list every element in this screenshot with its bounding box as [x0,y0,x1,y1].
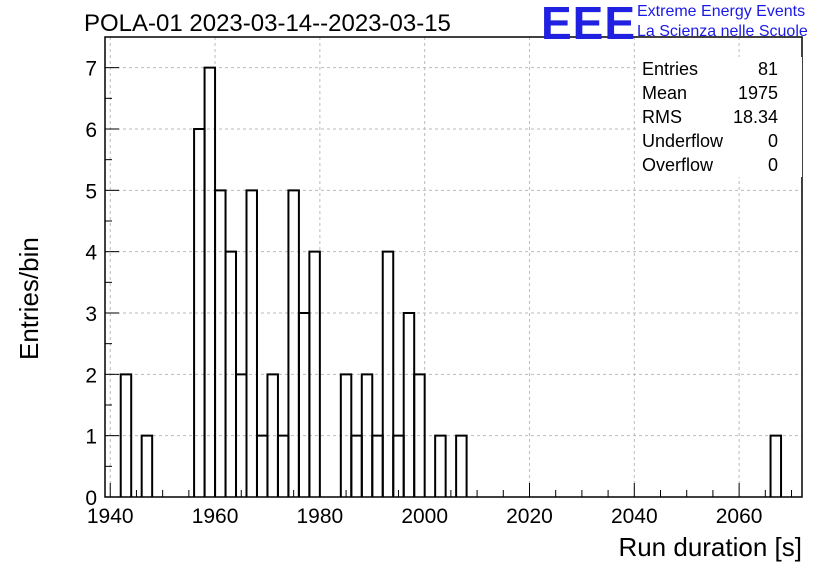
stat-row-mean: Mean 1975 [638,81,802,105]
stat-row-rms: RMS 18.34 [638,105,802,129]
x-tick-label: 1940 [87,505,134,528]
histogram-bar [119,373,133,497]
x-tick-label: 1960 [192,505,239,528]
logo-line-1: Extreme Energy Events [637,3,806,20]
histogram-bars [119,66,783,497]
stat-value: 0 [767,155,778,175]
histogram-bar [203,66,217,497]
histogram-bar [455,434,468,497]
eee-logo-text: Extreme Energy Events La Scienza nelle S… [637,2,808,42]
histogram-bar [214,189,227,497]
stat-label: RMS [642,107,682,127]
y-tick-label: 0 [85,487,97,510]
stat-row-overflow: Overflow 0 [638,153,802,177]
y-tick-label: 6 [85,119,97,142]
stat-label: Entries [642,59,699,79]
chart-title: POLA-01 2023-03-14--2023-03-15 [84,10,451,37]
stat-value: 1975 [737,83,778,103]
eee-logo-mark: EEE [541,0,637,49]
y-axis-label: Entries/bin [14,237,44,360]
x-tick-label: 2020 [506,505,553,528]
stats-box: Entries 81 Mean 1975 RMS 18.34 Underflow… [638,57,802,177]
stat-label: Overflow [642,155,714,175]
histogram-bar [381,250,395,497]
histogram-bar [287,189,300,497]
y-tick-label: 1 [85,426,97,449]
x-tick-label: 2000 [401,505,448,528]
y-tick-label: 7 [85,58,97,81]
x-tick-label: 1980 [297,505,344,528]
y-tick-label: 5 [85,180,97,203]
stat-row-entries: Entries 81 [638,57,802,81]
logo-line-2: La Scienza nelle Scuole [637,23,808,40]
stat-label: Mean [642,83,688,103]
y-tick-label: 4 [85,242,97,265]
x-axis-label: Run duration [s] [618,532,802,562]
histogram-bar [769,434,783,497]
histogram-bar [402,312,416,497]
histogram-bar [434,434,447,497]
histogram-bar [255,434,269,497]
axis-ticks: 1940 1960 1980 2000 2020 2040 2060 0 1 2 3 4 5 6 7 [85,36,793,528]
histogram-bar [276,434,290,497]
histogram-bar [392,434,405,497]
stat-value: 0 [767,131,778,151]
stat-value: 18.34 [732,107,778,127]
histogram-bar [371,434,384,497]
histogram-bar [297,312,311,497]
stat-label: Underflow [642,131,724,151]
x-tick-label: 2060 [716,505,763,528]
x-tick-label: 2040 [611,505,658,528]
histogram-bar [350,434,363,497]
histogram-bar [245,189,258,497]
plot-frame [104,36,803,498]
stat-value: 81 [757,59,778,79]
y-tick-label: 2 [85,364,97,387]
histogram-bar [140,434,154,497]
histogram-bar [413,373,426,497]
stat-row-underflow: Underflow 0 [638,129,802,153]
histogram-bar [308,250,321,497]
y-tick-label: 3 [85,303,97,326]
